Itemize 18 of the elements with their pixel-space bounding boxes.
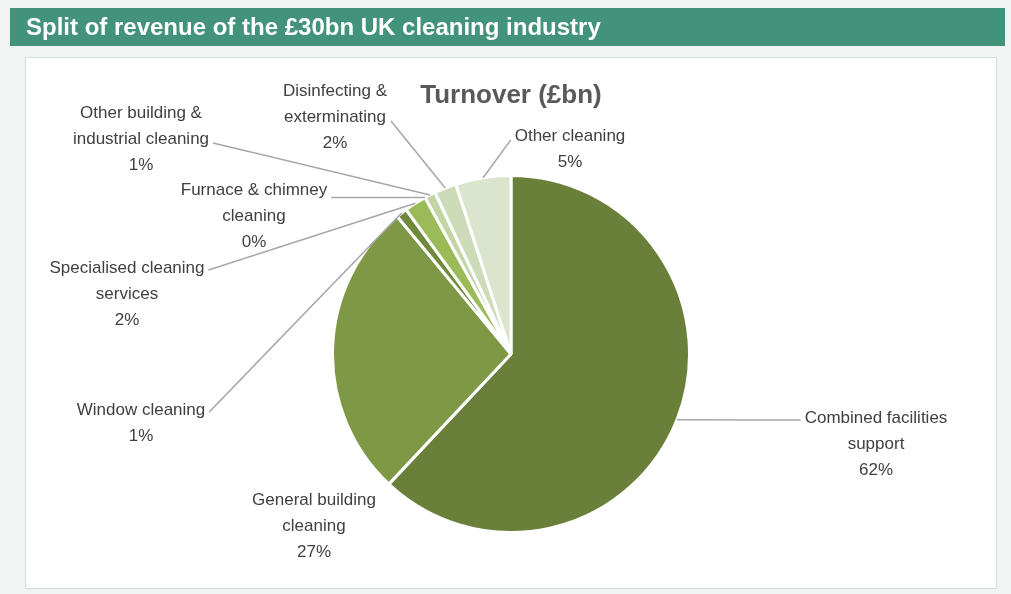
data-label: 5% xyxy=(557,152,583,172)
slice-label: General building cleaning xyxy=(252,490,376,536)
slice-label: Disinfecting & exterminating xyxy=(283,81,388,127)
slice-label: Combined facilities support xyxy=(804,408,948,454)
slice-label: Specialised cleaning services xyxy=(49,258,205,304)
text: 0% xyxy=(241,232,267,252)
data-label: 62% xyxy=(858,460,894,480)
slice-label: Other cleaning xyxy=(514,126,626,146)
data-label: 27% xyxy=(296,542,332,562)
data-label: 1% xyxy=(128,426,154,446)
data-label: 2% xyxy=(322,133,348,153)
data-label: 2% xyxy=(114,310,140,330)
chart-title: Split of revenue of the £30bn UK cleaning industry xyxy=(10,8,1005,46)
slice-label: Window cleaning xyxy=(76,400,206,420)
category-label: Furnace & chimney cleaning xyxy=(180,180,328,226)
slice-label: Other building & industrial cleaning xyxy=(72,103,210,149)
chart-subtitle: Turnover (£bn) xyxy=(420,79,602,110)
data-label: 1% xyxy=(128,155,154,175)
